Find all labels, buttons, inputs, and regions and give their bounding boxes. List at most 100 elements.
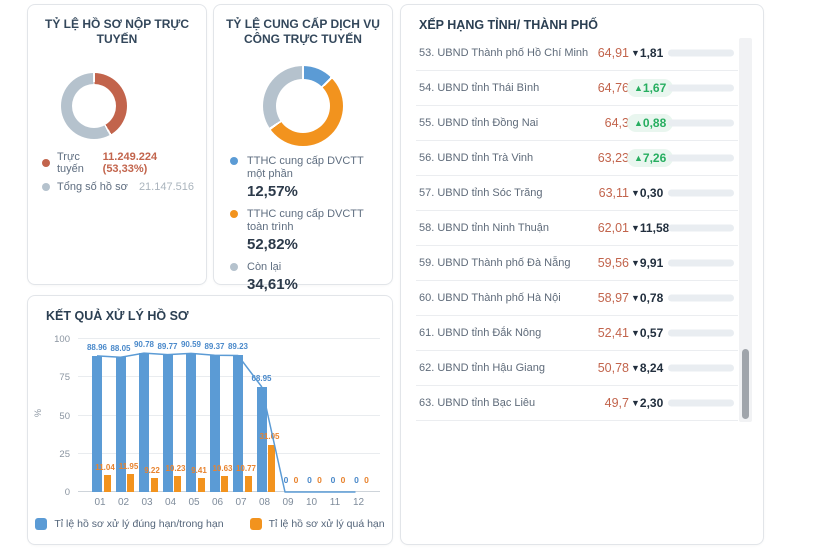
- legend-item[interactable]: Tổng số hồ sơ 21.147.516: [42, 175, 194, 199]
- panel-online-submission: TỶ LỆ HỒ SƠ NỘP TRỰC TUYẾN Trực tuyến 11…: [27, 4, 207, 285]
- legend-label: Tổng số hồ sơ: [42, 181, 128, 193]
- legend-label: TTHC cung cấp DVCTT toàn trình: [247, 208, 364, 233]
- score-bar-track: [668, 294, 734, 302]
- overdue-bar: [103, 475, 111, 492]
- gridline: [78, 338, 380, 339]
- y-tick-label: 75: [59, 372, 70, 384]
- province-score: 63,11: [598, 186, 629, 200]
- ranking-scrollbar-track[interactable]: [739, 38, 752, 422]
- online-services-legend: TTHC cung cấp DVCTT một phần 12,57% TTHC…: [230, 155, 382, 301]
- province-name: 54. UBND tỉnh Thái Bình: [419, 82, 540, 94]
- arrow-up-icon: ▲: [634, 118, 643, 128]
- score-delta: ▼1,81: [631, 46, 664, 60]
- arrow-down-icon: ▼: [631, 398, 640, 408]
- score-delta: ▼0,30: [631, 186, 664, 200]
- gridline: [78, 414, 380, 416]
- province-score: 63,23: [597, 151, 629, 165]
- province-name: 62. UBND tỉnh Hậu Giang: [419, 362, 545, 374]
- province-score: 58,97: [597, 291, 629, 305]
- score-delta: ▼0,78: [631, 291, 664, 305]
- overdue-bar: [174, 476, 181, 492]
- overdue-value-label: 11.04: [95, 463, 115, 473]
- province-score: 52,41: [597, 326, 629, 340]
- arrow-down-icon: ▼: [631, 363, 640, 373]
- on-time-value-label: 89.23: [227, 342, 249, 352]
- overdue-value-label: 0: [340, 475, 346, 485]
- trend-line: [96, 352, 356, 493]
- on-time-value-label: 68.95: [251, 373, 272, 383]
- ranking-row[interactable]: 63. UBND tỉnh Bạc Liêu 49,7 ▼2,30: [416, 386, 738, 421]
- on-time-bar: [139, 353, 149, 492]
- legend-label: Trực tuyến: [42, 151, 103, 175]
- ranking-row[interactable]: 60. UBND Thành phố Hà Nội 58,97 ▼0,78: [416, 281, 738, 316]
- overdue-bar: [244, 475, 252, 492]
- panel-province-ranking: XẾP HẠNG TỈNH/ THÀNH PHỐ 53. UBND Thành …: [400, 4, 764, 545]
- chart-legend-item[interactable]: Tỉ lệ hồ sơ xử lý đúng hạn/trong hạn: [35, 518, 224, 530]
- online-submission-donut-chart: [61, 73, 127, 139]
- score-bar-track: [668, 154, 734, 162]
- on-time-value-label: 0: [307, 475, 312, 485]
- province-score: 50,78: [597, 361, 629, 375]
- score-bar-track: [668, 259, 734, 267]
- ranking-scrollbar-thumb[interactable]: [742, 349, 749, 419]
- ranking-row[interactable]: 53. UBND Thành phố Hồ Chí Minh 64,91 ▼1,…: [416, 36, 738, 71]
- ranking-list[interactable]: 53. UBND Thành phố Hồ Chí Minh 64,91 ▼1,…: [416, 36, 738, 421]
- legend-swatch-icon: [249, 518, 262, 530]
- on-time-value-label: 89.37: [204, 342, 225, 352]
- ranking-row[interactable]: 57. UBND tỉnh Sóc Trăng 63,11 ▼0,30: [416, 176, 738, 211]
- y-tick-label: 25: [59, 448, 70, 460]
- on-time-value-label: 0: [283, 475, 289, 485]
- x-tick-label: 10: [305, 497, 318, 508]
- overdue-value-label: 10.63: [212, 463, 233, 473]
- legend-item[interactable]: TTHC cung cấp DVCTT một phần 12,57%: [230, 155, 382, 200]
- province-name: 58. UBND tỉnh Ninh Thuận: [419, 222, 550, 234]
- score-delta: ▼9,91: [631, 256, 664, 270]
- x-tick-label: 09: [282, 497, 294, 508]
- processing-title: KẾT QUẢ XỬ LÝ HỒ SƠ: [46, 309, 189, 323]
- x-tick-label: 11: [329, 497, 341, 508]
- province-name: 55. UBND tỉnh Đồng Nai: [419, 117, 539, 129]
- x-tick-label: 08: [258, 497, 271, 508]
- arrow-down-icon: ▼: [631, 258, 640, 268]
- province-score: 59,56: [597, 256, 629, 270]
- chart-legend-item[interactable]: Tỉ lệ hồ sơ xử lý quá hạn: [249, 518, 385, 530]
- province-name: 53. UBND Thành phố Hồ Chí Minh: [419, 47, 589, 59]
- x-tick-label: 12: [352, 497, 365, 508]
- y-tick-label: 50: [59, 410, 70, 422]
- province-score: 49,7: [604, 396, 629, 410]
- arrow-up-icon: ▲: [634, 153, 643, 163]
- legend-item[interactable]: TTHC cung cấp DVCTT toàn trình 52,82%: [230, 208, 382, 253]
- legend-value: 21.147.516: [138, 181, 194, 193]
- ranking-row[interactable]: 59. UBND Thành phố Đà Nẵng 59,56 ▼9,91: [416, 246, 738, 281]
- on-time-bar: [256, 386, 267, 492]
- ranking-row[interactable]: 58. UBND tỉnh Ninh Thuận 62,01 ▼11,58: [416, 211, 738, 246]
- on-time-bar: [92, 355, 102, 492]
- legend-item[interactable]: Trực tuyến 11.249.224 (53,33%): [42, 151, 194, 175]
- score-delta: ▼2,30: [631, 396, 664, 410]
- score-bar-track: [668, 329, 734, 337]
- score-bar-track: [668, 49, 734, 57]
- ranking-row[interactable]: 56. UBND tỉnh Trà Vinh 63,23 ▲7,26: [416, 141, 738, 176]
- score-delta: ▲1,67: [627, 79, 674, 97]
- on-time-value-label: 88.05: [110, 344, 131, 354]
- x-tick-label: 02: [117, 497, 130, 508]
- x-tick-label: 06: [211, 497, 224, 508]
- score-delta: ▼0,57: [631, 326, 664, 340]
- overdue-bar: [197, 477, 205, 492]
- ranking-row[interactable]: 61. UBND tỉnh Đắk Nông 52,41 ▼0,57: [416, 316, 738, 351]
- ranking-row[interactable]: 62. UBND tỉnh Hậu Giang 50,78 ▼8,24: [416, 351, 738, 386]
- ranking-row[interactable]: 55. UBND tỉnh Đồng Nai 64,3 ▲0,88: [416, 106, 738, 141]
- legend-value: 11.249.224 (53,33%): [102, 151, 158, 175]
- legend-item[interactable]: Còn lại 34,61%: [230, 261, 382, 293]
- ranking-row[interactable]: 54. UBND tỉnh Thái Bình 64,76 ▲1,67: [416, 71, 738, 106]
- province-score: 64,76: [597, 81, 629, 95]
- panel-online-services-title: TỶ LỆ CUNG CẤP DỊCH VỤ CÔNG TRỰC TUYẾN: [226, 17, 380, 46]
- overdue-bar: [127, 473, 134, 492]
- province-score: 62,01: [597, 221, 629, 235]
- online-services-donut-chart: [263, 66, 343, 146]
- gridline: [78, 452, 380, 454]
- on-time-value-label: 89.77: [157, 341, 178, 351]
- on-time-bar: [233, 355, 243, 492]
- arrow-down-icon: ▼: [631, 293, 640, 303]
- province-name: 57. UBND tỉnh Sóc Trăng: [419, 187, 543, 199]
